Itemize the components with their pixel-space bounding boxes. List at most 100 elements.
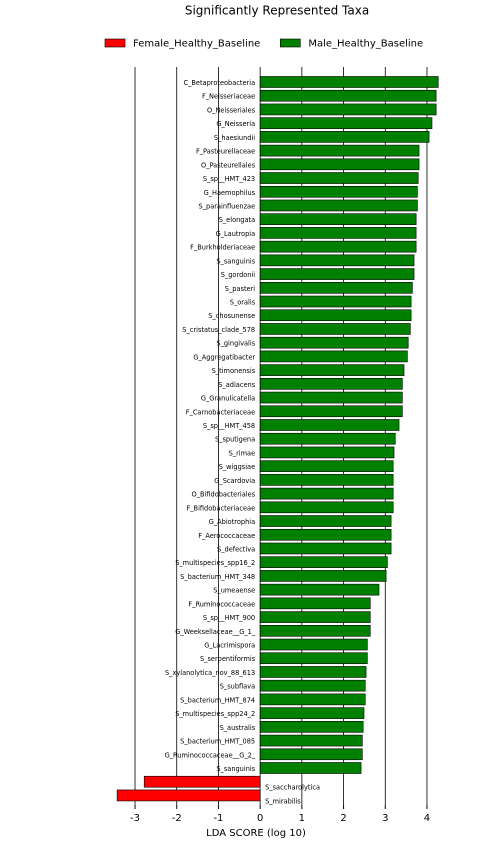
category-label: G_Haemophilus [204, 189, 256, 197]
category-label: F_Ruminococcaceae [188, 600, 255, 608]
category-label: S_wiggsiae [219, 463, 255, 471]
bar [259, 693, 366, 706]
category-label: S_multispecies_spp24_2 [175, 710, 255, 718]
category-label: G_Granulicatella [201, 395, 255, 403]
bar [259, 391, 403, 404]
legend-swatch [104, 38, 126, 48]
category-label: S_multispecies_spp16_2 [175, 559, 255, 567]
category-label: S_rimae [229, 449, 256, 457]
x-tick-label: 2 [340, 813, 346, 824]
bar [259, 103, 437, 116]
bar [259, 185, 418, 198]
category-label: S_oralis [230, 299, 256, 307]
bar [259, 638, 368, 651]
category-label: F_Aerococcaceae [198, 532, 255, 540]
category-label: S_australis [220, 724, 256, 732]
bar [259, 227, 417, 239]
category-label: S_sputigena [215, 436, 255, 444]
category-label: G_Ruminococcaceae__G_2_ [165, 751, 256, 759]
category-label: S_sp__HMT_458 [203, 422, 255, 430]
bar [259, 199, 418, 212]
bar [259, 528, 392, 541]
category-label: G_Lautropia [216, 230, 256, 238]
category-label: S_adiacens [218, 381, 255, 389]
category-label: G_Lacrimispora [204, 642, 255, 650]
x-axis-label: LDA SCORE (log 10) [206, 828, 306, 839]
x-tick-label: 1 [299, 813, 305, 824]
category-label: S_sp__HMT_423 [203, 175, 255, 183]
bar [116, 789, 261, 802]
category-label: S_haesiundii [214, 134, 255, 142]
category-label: S_timonensis [212, 367, 256, 375]
x-tick-label: 3 [382, 813, 388, 824]
bar [259, 240, 417, 253]
bar [259, 378, 403, 390]
category-label: S_gordonii [221, 271, 256, 279]
bar [259, 117, 433, 129]
bar [259, 446, 395, 459]
bar [259, 474, 394, 486]
bar [259, 460, 394, 472]
legend-label: Male_Healthy_Baseline [308, 39, 423, 50]
bar [259, 432, 396, 445]
bar [259, 419, 400, 431]
x-tick-label: -3 [130, 813, 140, 824]
category-label: F_Burkholderiaceae [190, 244, 255, 252]
category-label: S_pasteri [225, 285, 255, 293]
category-label: C_Betaproteobacteria [183, 79, 255, 87]
bar [259, 652, 368, 665]
bar [259, 556, 388, 569]
category-label: S_sanguinis [216, 765, 255, 773]
bar [259, 364, 405, 376]
bar [259, 501, 394, 514]
bar [259, 748, 363, 761]
bar [259, 158, 420, 171]
bar [259, 570, 387, 582]
legend-swatch [280, 38, 301, 48]
bar [259, 281, 413, 294]
category-label: G_Aggregatibacter [193, 353, 255, 361]
category-label: S_umeaense [213, 587, 255, 595]
category-label: F_Pasteurellaceae [196, 148, 255, 156]
category-label: S_defectiva [217, 545, 255, 553]
category-label: O_Neisseriales [207, 106, 256, 114]
bar [259, 268, 415, 280]
category-label: S_cristatus_clade_578 [182, 326, 255, 334]
category-label: O_Pasteurellales [201, 161, 256, 169]
category-label: S_bacterium_HMT_085 [180, 738, 255, 746]
bar [259, 666, 367, 678]
bar [259, 679, 366, 692]
category-label: G_Neisseria [216, 120, 255, 128]
legend-label: Female_Healthy_Baseline [133, 39, 260, 50]
category-label: F_Bifidobacteriaceae [186, 504, 255, 512]
category-label: F_Carnobacteriaceae [186, 408, 255, 416]
x-tick-label: 0 [257, 813, 263, 824]
bar [259, 89, 437, 102]
bar [259, 336, 409, 349]
bar [259, 309, 412, 322]
category-label: S_gingivalis [216, 340, 255, 348]
bar [259, 597, 371, 610]
category-label: S_xylanolytica_nov_88_613 [165, 669, 255, 677]
bar [259, 254, 415, 267]
bar [259, 734, 363, 747]
category-label: G_Scardovia [214, 477, 255, 485]
x-tick-label: 4 [424, 813, 430, 824]
bar [259, 611, 371, 623]
bar [259, 350, 408, 363]
bar [259, 131, 430, 143]
bar [259, 542, 392, 555]
chart-title: Significantly Represented Taxa [185, 4, 369, 18]
category-label: F_Neisseriaceae [202, 93, 255, 101]
bar [259, 76, 439, 88]
category-label: S_sp__HMT_900 [203, 614, 255, 622]
category-label: S_sanguinis [216, 257, 255, 265]
category-label: S_chosunense [208, 312, 255, 320]
category-label: S_subflava [220, 683, 255, 691]
category-label: S_bacterium_HMT_348 [180, 573, 255, 581]
bar [143, 775, 261, 788]
x-tick-label: -1 [213, 813, 223, 824]
x-tick-label: -2 [172, 813, 182, 824]
category-label: G_Weeksellaceae__G_1_ [175, 628, 256, 636]
